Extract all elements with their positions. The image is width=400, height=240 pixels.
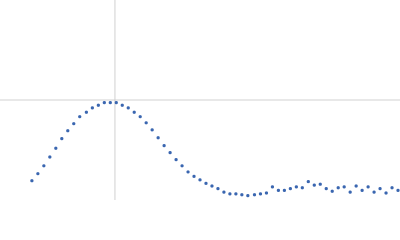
data-point	[342, 185, 346, 189]
data-point	[390, 186, 394, 190]
data-point	[174, 158, 178, 162]
data-point	[192, 174, 196, 178]
data-point	[336, 186, 340, 190]
data-point	[324, 186, 328, 191]
data-point	[270, 185, 275, 189]
data-point	[72, 122, 76, 126]
data-point	[318, 182, 322, 186]
data-point	[372, 190, 376, 194]
data-point	[240, 193, 244, 197]
data-point	[186, 170, 190, 174]
data-point	[168, 151, 172, 155]
data-point	[96, 103, 100, 107]
data-point	[312, 183, 316, 187]
data-point	[150, 128, 154, 132]
chart	[0, 0, 400, 200]
data-point	[162, 144, 166, 148]
data-point	[210, 184, 214, 188]
data-point	[276, 188, 281, 192]
data-point	[384, 191, 388, 195]
data-point	[198, 178, 202, 182]
data-point	[378, 186, 382, 191]
data-point	[108, 101, 112, 105]
data-point	[204, 181, 208, 185]
data-point	[144, 121, 148, 125]
data-point	[216, 186, 220, 191]
data-point	[120, 103, 124, 107]
data-point	[30, 179, 34, 183]
data-point	[288, 186, 292, 191]
data-point	[252, 193, 257, 197]
data-point	[90, 106, 94, 110]
data-point	[78, 115, 82, 119]
data-point	[48, 155, 52, 159]
data-point	[330, 189, 334, 193]
data-point	[66, 129, 70, 133]
data-point	[396, 188, 400, 192]
data-point	[306, 179, 310, 184]
data-point	[222, 190, 226, 194]
data-point	[282, 188, 286, 192]
page: (() => { const data = JSON.parse(documen…	[0, 0, 400, 200]
data-point	[60, 136, 64, 141]
data-point	[42, 164, 46, 168]
data-point	[132, 110, 136, 114]
data-point	[36, 172, 40, 176]
data-point	[138, 115, 142, 119]
data-point	[360, 188, 364, 192]
data-point	[264, 191, 269, 195]
data-point	[246, 194, 250, 198]
data-point	[228, 192, 232, 196]
data-point	[354, 184, 358, 188]
data-point	[156, 136, 160, 140]
data-point	[126, 106, 130, 110]
data-point	[102, 101, 106, 105]
data-point	[234, 192, 238, 196]
data-point	[300, 186, 304, 190]
data-point	[114, 101, 118, 105]
data-point	[180, 164, 184, 168]
data-point	[54, 146, 58, 150]
data-point	[294, 185, 298, 189]
data-point	[258, 192, 263, 196]
data-point	[366, 185, 370, 189]
data-point	[84, 110, 88, 114]
data-point	[348, 190, 352, 194]
